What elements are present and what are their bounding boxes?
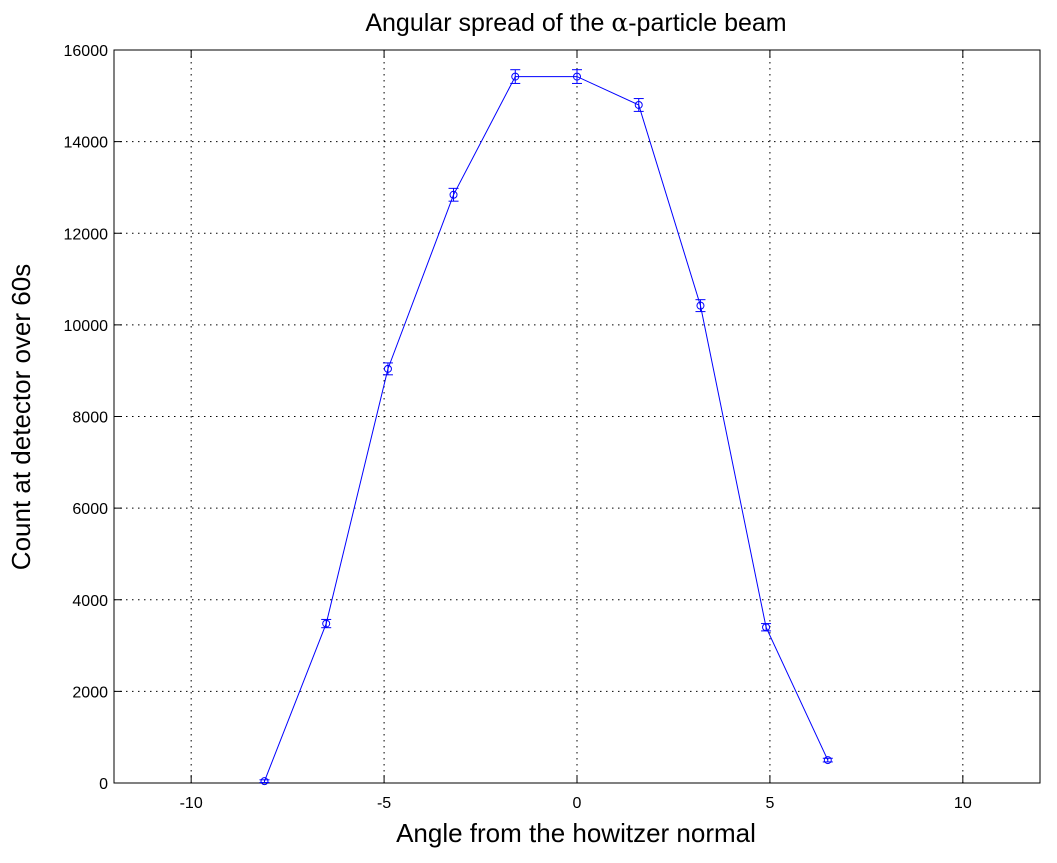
y-tick-label: 10000 [64, 318, 109, 335]
x-tick-label: 0 [573, 795, 582, 812]
y-tick-label: 16000 [64, 43, 109, 60]
x-tick-label: -10 [180, 795, 203, 812]
y-tick-label: 4000 [72, 593, 108, 610]
data-point-marker [634, 100, 643, 109]
y-tick-label: 14000 [64, 135, 109, 152]
data-point-marker [762, 623, 771, 632]
chart-title-suffix: -particle beam [628, 9, 786, 37]
grid-lines [114, 49, 1040, 784]
y-tick-label: 8000 [72, 410, 108, 427]
x-tick-label: 10 [954, 795, 972, 812]
x-tick-label: 5 [765, 795, 774, 812]
data-point-marker [511, 72, 520, 81]
x-axis-title: Angle from the howitzer normal [396, 818, 756, 848]
data-point-marker [322, 619, 331, 628]
chart-title: Angular spread of the α-particle beam [365, 8, 786, 37]
data-point-marker [823, 756, 832, 765]
y-tick-label: 0 [99, 776, 108, 793]
y-tick-label: 6000 [72, 501, 108, 518]
data-point-marker [260, 777, 269, 786]
axis-ticks: -10 -5 0 5 10 0 2000 4000 6000 8000 10000 12000 1400… [64, 43, 1040, 812]
data-series [259, 69, 833, 786]
data-point-marker [383, 364, 392, 373]
y-axis-title: Count at detector over 60s [6, 264, 36, 570]
data-point-marker [573, 72, 581, 81]
x-tick-label: -5 [377, 795, 391, 812]
data-point-marker [696, 301, 705, 310]
y-tick-label: 2000 [72, 684, 108, 701]
y-tick-label: 12000 [64, 226, 109, 243]
chart-title-text: Angular spread of the [365, 9, 611, 37]
chart-title-alpha-symbol: α [611, 8, 628, 37]
series-line [264, 76, 829, 782]
data-point-marker [449, 190, 458, 199]
